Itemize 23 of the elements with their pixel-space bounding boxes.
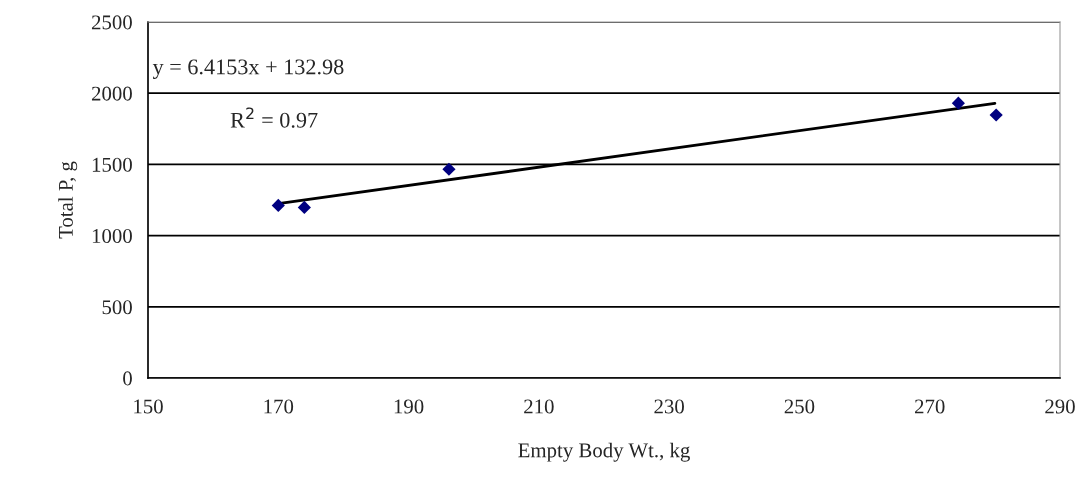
x-tick-label: 250 — [784, 399, 815, 414]
point — [297, 200, 311, 214]
y-tick-label: 500 — [102, 300, 132, 315]
y-tick-label: 0 — [123, 371, 132, 386]
y-tick-label: 2000 — [91, 86, 132, 101]
point — [951, 96, 965, 110]
x-tick-label: 270 — [915, 399, 945, 414]
x-tick-label: 210 — [524, 399, 554, 414]
x-tick-label: 290 — [1045, 399, 1075, 414]
x-tick-label: 230 — [654, 399, 684, 414]
y-tick-label: 1000 — [92, 228, 132, 244]
y-tick-label: 2500 — [91, 15, 132, 30]
annotation: R$^{2}$ = 0.97 — [230, 107, 318, 128]
x-tick-label: 170 — [264, 399, 294, 414]
x-tick-label: 190 — [394, 399, 424, 414]
point — [442, 162, 456, 176]
annotation: y = 6.4153x + 132.98 — [152, 59, 344, 79]
x-tick-label: 150 — [134, 399, 163, 414]
y-axis-title: Total P, g — [58, 161, 78, 239]
point — [271, 198, 285, 212]
x-axis-title: Empty Body Wt., kg — [518, 442, 690, 462]
point — [989, 108, 1003, 122]
y-tick-label: 1500 — [92, 157, 132, 172]
